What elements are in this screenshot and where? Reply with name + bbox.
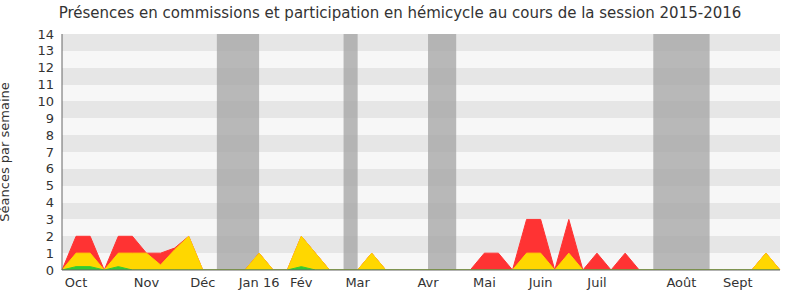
svg-text:6: 6 [46,161,54,176]
svg-text:Juin: Juin [528,275,553,290]
svg-text:Séances par semaine: Séances par semaine [8,82,12,221]
svg-text:0: 0 [46,263,54,278]
svg-text:11: 11 [37,77,54,92]
svg-text:Mai: Mai [473,275,496,290]
svg-text:12: 12 [37,60,54,75]
svg-text:Août: Août [666,275,696,290]
svg-text:Mar: Mar [345,275,370,290]
svg-text:1: 1 [46,246,54,261]
svg-text:Nov: Nov [134,275,160,290]
svg-text:Avr: Avr [417,275,439,290]
svg-text:Juil: Juil [586,275,606,290]
svg-text:4: 4 [46,195,54,210]
svg-text:3: 3 [46,212,54,227]
svg-text:14: 14 [37,27,54,42]
svg-text:2: 2 [46,229,54,244]
svg-text:10: 10 [37,94,54,109]
html-text:Présences en commissions et pa: Présences en commissions et participatio… [58,4,742,22]
svg-text:Déc: Déc [190,275,215,290]
svg-text:5: 5 [46,178,54,193]
svg-text:Sept: Sept [723,275,753,290]
svg-text:Jan 16: Jan 16 [238,275,280,290]
svg-text:13: 13 [37,43,54,58]
svg-text:9: 9 [46,111,54,126]
svg-text:8: 8 [46,128,54,143]
svg-text:Fév: Fév [290,275,313,290]
svg-text:Oct: Oct [65,275,87,290]
svg-text:7: 7 [46,145,54,160]
